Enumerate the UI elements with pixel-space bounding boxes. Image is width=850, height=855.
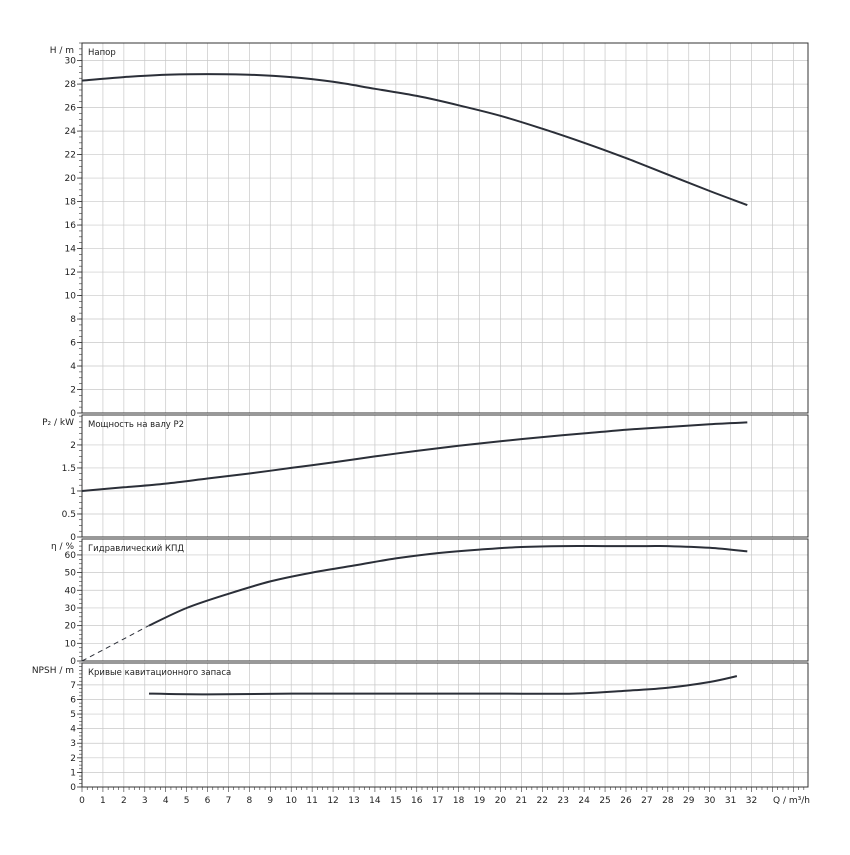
y-tick-label: 0: [70, 533, 76, 543]
panel-title: Напор: [88, 48, 116, 58]
x-tick-label: 20: [495, 796, 507, 806]
panel-3: 0 10 20 30 40 50 60η / % Гидравлический КПД: [51, 538, 809, 667]
panel-title: Гидравлический КПД: [88, 544, 184, 554]
panel-frame: [81, 538, 809, 662]
x-tick-label: 21: [516, 796, 527, 806]
y-tick-label: 30: [65, 604, 77, 614]
y-tick-label: 3: [70, 739, 76, 749]
panel-2: 0 0.5 1 1.5 2 P₂ / kW Мощность на валу P2: [42, 414, 809, 543]
x-tick-label: 9: [267, 796, 273, 806]
panel-frame: [81, 42, 809, 414]
x-tick-label: 23: [557, 796, 568, 806]
y-tick-label: 4: [70, 362, 76, 372]
x-tick-label: 26: [620, 796, 632, 806]
curve-line: [148, 675, 738, 696]
x-tick-label: 10: [285, 796, 297, 806]
y-tick-label: 18: [65, 198, 77, 208]
x-tick-label: 2: [121, 796, 127, 806]
y-tick-label: 1: [70, 487, 76, 497]
y-tick-label: 60: [65, 551, 77, 561]
y-axis-label: NPSH / m: [32, 666, 74, 676]
x-tick-label: 29: [683, 796, 695, 806]
x-axis: 0 1 2 3 4 5 6 7 8 9 10 11 12 13 14 15 16 17 18 19 20 21 22 23 24…: [79, 787, 810, 806]
x-axis-label: Q / m³/h: [773, 796, 810, 806]
y-tick-label: 20: [65, 622, 77, 632]
curve-line: [81, 73, 748, 207]
y-tick-label: 50: [65, 569, 77, 579]
x-tick-label: 18: [453, 796, 465, 806]
x-tick-label: 17: [432, 796, 443, 806]
y-tick-label: 28: [65, 80, 77, 90]
x-tick-label: 19: [474, 796, 486, 806]
panel-title: Кривые кавитационного запаса: [88, 668, 231, 678]
y-axis-label: H / m: [50, 46, 74, 56]
curve-line: [81, 421, 748, 492]
panel-title: Мощность на валу P2: [88, 420, 184, 430]
x-tick-label: 7: [226, 796, 232, 806]
x-tick-label: 30: [704, 796, 716, 806]
y-tick-label: 2: [70, 754, 76, 764]
x-tick-label: 8: [247, 796, 253, 806]
y-tick-label: 1.5: [62, 464, 76, 474]
y-tick-label: 6: [70, 695, 76, 705]
y-tick-label: 12: [65, 268, 76, 278]
y-tick-label: 0.5: [62, 510, 76, 520]
y-axis-label: P₂ / kW: [42, 418, 74, 428]
y-tick-label: 6: [70, 339, 76, 349]
y-tick-label: 4: [70, 725, 76, 735]
y-tick-label: 22: [65, 151, 76, 161]
x-tick-label: 22: [537, 796, 548, 806]
y-tick-label: 24: [65, 127, 77, 137]
x-tick-label: 15: [390, 796, 401, 806]
x-tick-label: 25: [599, 796, 610, 806]
y-axis-label: η / %: [51, 542, 74, 552]
curve-line: [148, 544, 748, 627]
x-tick-label: 24: [578, 796, 590, 806]
x-tick-label: 3: [142, 796, 148, 806]
x-tick-label: 0: [79, 796, 85, 806]
y-tick-label: 2: [70, 441, 76, 451]
y-tick-label: 14: [65, 245, 77, 255]
x-tick-label: 11: [306, 796, 317, 806]
x-tick-label: 4: [163, 796, 169, 806]
x-tick-label: 16: [411, 796, 423, 806]
panel-frame: [81, 662, 809, 788]
y-tick-label: 8: [70, 315, 76, 325]
x-tick-label: 12: [327, 796, 338, 806]
x-tick-label: 1: [100, 796, 106, 806]
x-tick-label: 14: [369, 796, 381, 806]
y-tick-label: 0: [70, 657, 76, 667]
y-tick-label: 1: [70, 768, 76, 778]
y-tick-label: 5: [70, 710, 76, 720]
y-tick-label: 16: [65, 221, 77, 231]
panel-4: 0 1 2 3 4 5 6 7 NPSH / m Кривые кавитационного за…: [32, 662, 809, 793]
y-tick-label: 40: [65, 586, 77, 596]
x-tick-label: 27: [641, 796, 652, 806]
x-tick-label: 6: [205, 796, 211, 806]
dashed-curve: [81, 625, 150, 662]
x-tick-label: 31: [725, 796, 736, 806]
y-tick-label: 0: [70, 783, 76, 793]
y-tick-label: 10: [65, 292, 77, 302]
y-tick-label: 0: [70, 409, 76, 419]
y-tick-label: 2: [70, 386, 76, 396]
x-tick-label: 28: [662, 796, 674, 806]
y-tick-label: 26: [65, 104, 77, 114]
panel-frame: [81, 414, 809, 538]
y-tick-label: 30: [65, 57, 77, 67]
x-tick-label: 32: [746, 796, 757, 806]
y-tick-label: 7: [70, 681, 76, 691]
x-tick-label: 13: [348, 796, 359, 806]
y-tick-label: 10: [65, 639, 77, 649]
x-tick-label: 5: [184, 796, 190, 806]
y-tick-label: 20: [65, 174, 77, 184]
